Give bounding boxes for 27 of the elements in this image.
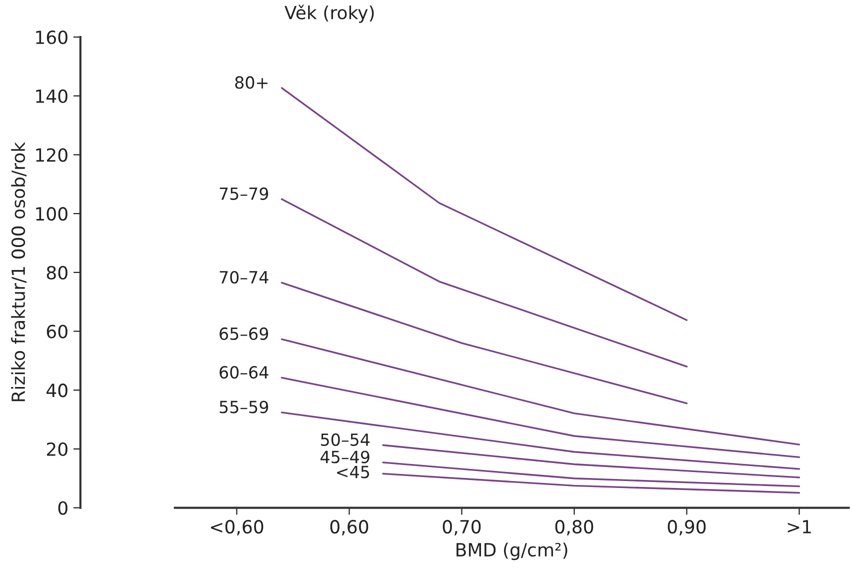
y-tick-label: 60 [46,324,68,338]
y-tick-label: 80 [46,266,68,280]
x-tick-label: >1 [788,520,811,534]
y-tick-label: 20 [46,442,68,456]
series-label: 80+ [235,76,268,89]
y-tick-label: 100 [36,207,68,221]
legend-title: Věk (roky) [284,4,374,23]
y-tick-label: 160 [36,30,68,44]
series-label: 60–64 [220,366,268,379]
y-tick-label: 40 [46,384,68,398]
y-tick-label: 120 [36,148,68,162]
series-label: 75–79 [220,187,268,200]
series-label: 55–59 [220,400,268,414]
x-axis-title: BMD (g/cm²) [456,542,568,560]
series-label: 65–69 [220,327,268,340]
x-tick-label: 0,80 [555,520,594,536]
x-tick-label: 0,90 [668,520,706,536]
x-tick-label: 0,70 [442,520,481,536]
x-tick-label: 0,60 [330,520,368,536]
series-label: 50–54 [321,433,370,446]
x-tick-label: <0,60 [210,520,264,536]
y-axis-title: Riziko fraktur/1 000 osob/rok [11,142,27,402]
series-label: <45 [337,466,370,478]
y-tick-label: 0 [58,501,68,515]
y-tick-label: 140 [36,89,68,104]
series-label: 70–74 [220,270,268,284]
series-label: 45–49 [320,450,370,464]
